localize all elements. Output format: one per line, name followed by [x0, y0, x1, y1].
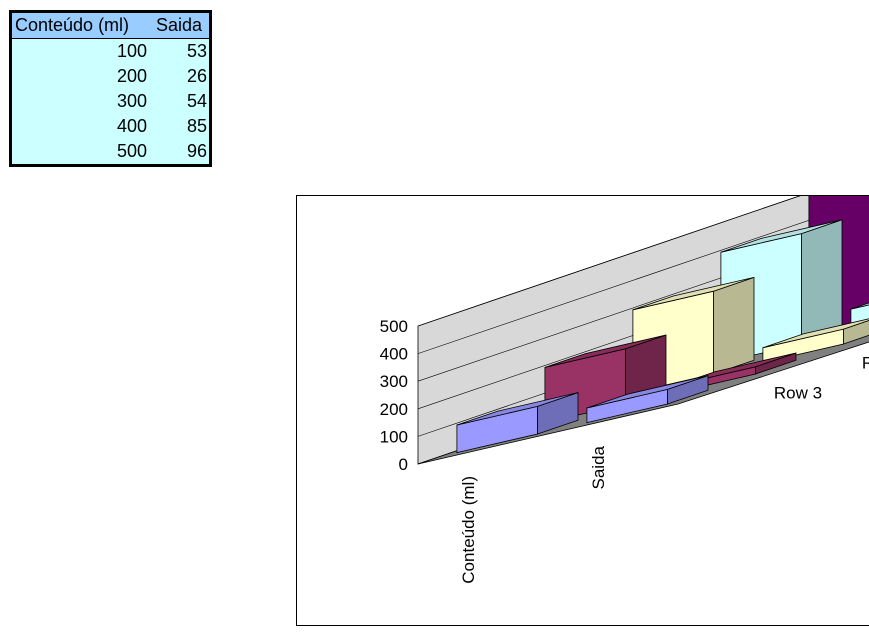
bar-side-face [843, 319, 869, 345]
cell-saida: 54 [153, 89, 211, 114]
gridline [417, 196, 801, 327]
y-tick-label: 400 [380, 345, 408, 364]
cell-conteudo: 400 [10, 114, 153, 139]
data-table: Conteúdo (ml) Saida 100 53 200 26 300 54… [9, 10, 212, 167]
bar-row-4-saida [762, 318, 869, 364]
bar-side-face [801, 219, 843, 345]
table-header-row: Conteúdo (ml) Saida [10, 11, 211, 39]
bar-top-face [850, 302, 869, 310]
bar-top-face [632, 277, 755, 311]
cell-saida: 53 [153, 38, 211, 64]
row-label: Row 3 [774, 384, 822, 403]
table-row: 500 96 [10, 139, 211, 166]
chart-3d-column: 0 100 200 300 400 500 Conteúdo (ml) Saida Row 3 R… [380, 196, 869, 584]
y-tick-label: 100 [380, 427, 408, 446]
table-row: 100 53 [10, 38, 211, 64]
cell-conteudo: 200 [10, 64, 153, 89]
cell-saida: 85 [153, 114, 211, 139]
cell-conteudo: 100 [10, 38, 153, 64]
y-tick-label: 300 [380, 372, 408, 391]
table-row: 300 54 [10, 89, 211, 114]
cell-conteudo: 500 [10, 139, 153, 166]
bar-row-2-saida [586, 375, 709, 424]
bar-top-face [720, 219, 843, 253]
row-label: Row 4 [862, 354, 869, 373]
category-label: Saida [589, 445, 608, 489]
header-conteudo: Conteúdo (ml) [10, 11, 153, 39]
y-tick-label: 500 [380, 317, 408, 336]
bar-top-face [762, 318, 869, 349]
header-saida: Saida [153, 11, 211, 39]
category-label: Conteúdo (ml) [459, 476, 478, 584]
table-row: 200 26 [10, 64, 211, 89]
bar-top-face [544, 334, 667, 368]
y-tick-label: 200 [380, 400, 408, 419]
bar-side-face [713, 276, 755, 375]
chart-area[interactable]: 0 100 200 300 400 500 Conteúdo (ml) Saida Row 3 R… [296, 195, 869, 626]
y-tick-label: 0 [399, 455, 408, 474]
cell-conteudo: 300 [10, 89, 153, 114]
chart-bars [456, 196, 869, 454]
bar-top-face [456, 392, 579, 426]
bar-top-face [586, 375, 709, 409]
cell-saida: 96 [153, 139, 211, 166]
table-row: 400 85 [10, 114, 211, 139]
chart-labels: 0 100 200 300 400 500 Conteúdo (ml) Saida Row 3 R… [380, 317, 869, 584]
cell-saida: 26 [153, 64, 211, 89]
bar-row-2-conteudo [456, 392, 579, 454]
